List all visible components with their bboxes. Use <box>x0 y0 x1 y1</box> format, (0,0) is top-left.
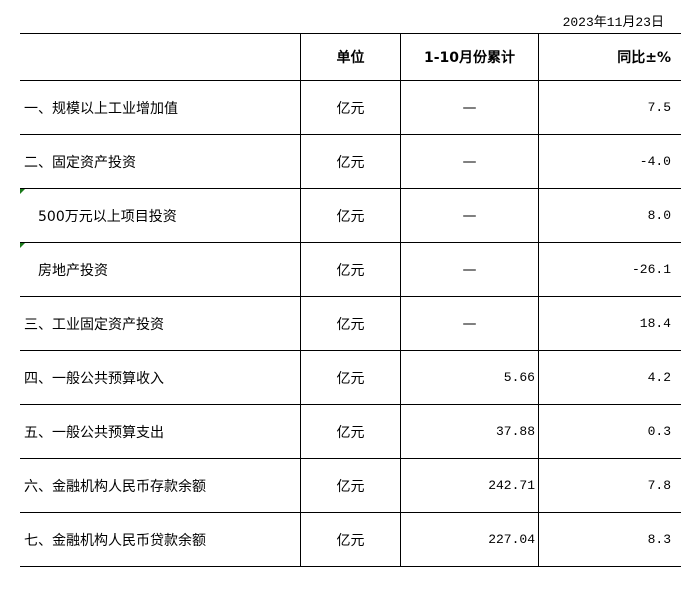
indicator-label: 五、一般公共预算支出 <box>24 424 164 441</box>
table-row: 六、金融机构人民币存款余额 亿元 242.71 7.8 <box>20 458 681 513</box>
row-yoy: 0.3 <box>538 404 681 459</box>
row-cumulative: — <box>400 242 539 297</box>
row-cumulative: 37.88 <box>400 404 539 459</box>
row-unit: 亿元 <box>300 296 401 351</box>
row-cumulative: 242.71 <box>400 458 539 513</box>
row-indicator: 一、规模以上工业增加值 <box>20 80 301 135</box>
row-unit: 亿元 <box>300 188 401 243</box>
table-row: 三、工业固定资产投资 亿元 —18.4 <box>20 296 681 351</box>
indicator-label: 一、规模以上工业增加值 <box>24 100 178 117</box>
row-indicator: 500万元以上项目投资 <box>20 188 301 243</box>
row-yoy: 18.4 <box>538 296 681 351</box>
table-header-row: 单位 1-10月份累计 同比±% <box>20 33 681 81</box>
table-row: 五、一般公共预算支出 亿元 37.88 0.3 <box>20 404 681 459</box>
indicator-label: 三、工业固定资产投资 <box>24 316 164 333</box>
row-indicator: 七、金融机构人民币贷款余额 <box>20 512 301 567</box>
row-yoy: -26.1 <box>538 242 681 297</box>
row-unit: 亿元 <box>300 512 401 567</box>
header-cumulative: 1-10月份累计 <box>400 33 539 81</box>
indicator-label: 二、固定资产投资 <box>24 154 136 171</box>
row-cumulative: — <box>400 188 539 243</box>
row-indicator: 二、固定资产投资 <box>20 134 301 189</box>
table-row: 一、规模以上工业增加值 亿元 —7.5 <box>20 80 681 135</box>
indicator-label: 七、金融机构人民币贷款余额 <box>24 532 206 549</box>
row-yoy: 4.2 <box>538 350 681 405</box>
table-row: 四、一般公共预算收入 亿元 5.66 4.2 <box>20 350 681 405</box>
indicator-label: 500万元以上项目投资 <box>38 208 177 225</box>
row-cumulative: — <box>400 134 539 189</box>
row-unit: 亿元 <box>300 134 401 189</box>
row-yoy: 7.8 <box>538 458 681 513</box>
table-row: 七、金融机构人民币贷款余额 亿元 227.04 8.3 <box>20 512 681 567</box>
row-unit: 亿元 <box>300 404 401 459</box>
table-row: 二、固定资产投资 亿元 — -4.0 <box>20 134 681 189</box>
row-indicator: 三、工业固定资产投资 <box>20 296 301 351</box>
row-yoy: 8.0 <box>538 188 681 243</box>
row-cumulative: — <box>400 296 539 351</box>
row-cumulative: — <box>400 80 539 135</box>
header-unit: 单位 <box>300 33 401 81</box>
header-indicator <box>20 33 301 81</box>
row-unit: 亿元 <box>300 242 401 297</box>
report-date: 2023年11月23日 <box>562 15 664 30</box>
row-unit: 亿元 <box>300 458 401 513</box>
indicator-label: 房地产投资 <box>38 262 108 279</box>
row-indicator: 房地产投资 <box>20 242 301 297</box>
row-yoy: -4.0 <box>538 134 681 189</box>
table-row: 500万元以上项目投资 亿元 —8.0 <box>20 188 681 243</box>
table-row: 房地产投资 亿元 — -26.1 <box>20 242 681 297</box>
row-unit: 亿元 <box>300 80 401 135</box>
row-indicator: 五、一般公共预算支出 <box>20 404 301 459</box>
row-indicator: 四、一般公共预算收入 <box>20 350 301 405</box>
indicator-label: 六、金融机构人民币存款余额 <box>24 478 206 495</box>
row-indicator: 六、金融机构人民币存款余额 <box>20 458 301 513</box>
cell-marker-icon <box>20 243 25 248</box>
header-yoy: 同比±% <box>538 33 681 81</box>
row-yoy: 7.5 <box>538 80 681 135</box>
row-cumulative: 5.66 <box>400 350 539 405</box>
row-yoy: 8.3 <box>538 512 681 567</box>
row-cumulative: 227.04 <box>400 512 539 567</box>
indicator-label: 四、一般公共预算收入 <box>24 370 164 387</box>
cell-marker-icon <box>20 189 25 194</box>
row-unit: 亿元 <box>300 350 401 405</box>
statistics-table: 单位 1-10月份累计 同比±% 一、规模以上工业增加值 亿元 —7.5 二、固定资产… <box>20 33 681 567</box>
